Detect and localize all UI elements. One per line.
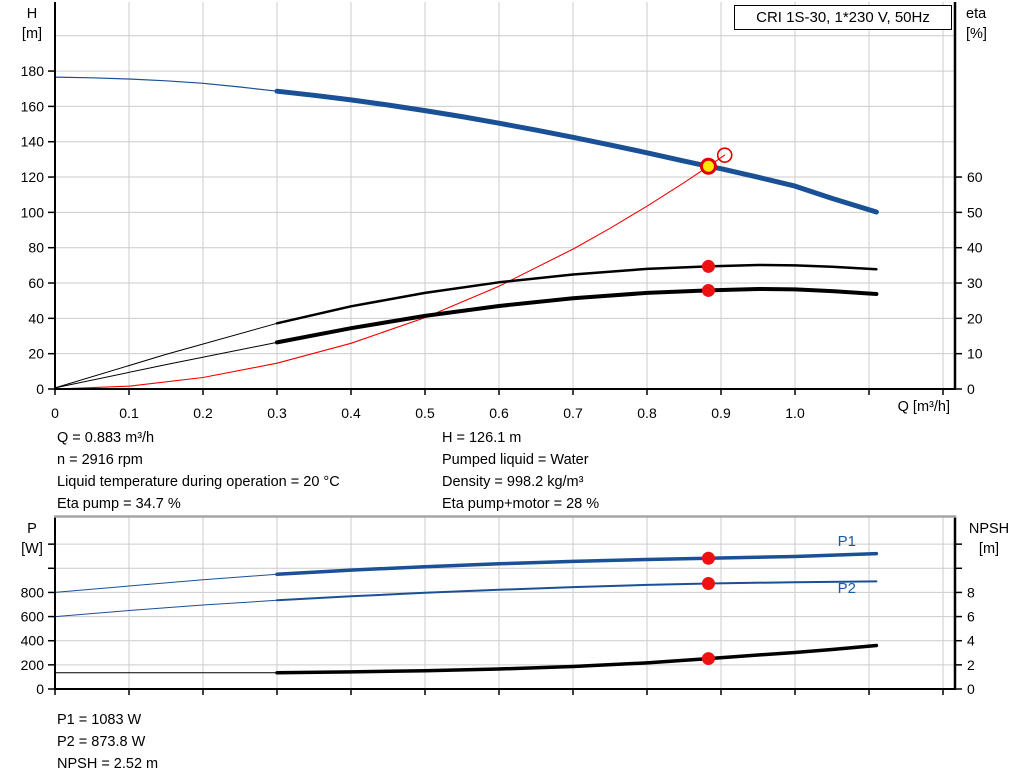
hq-yl-tick-label: 20	[28, 346, 44, 362]
power-yl-tick-label: 200	[21, 657, 45, 673]
hq-x-tick-label: 0.2	[193, 405, 213, 421]
hq-x-tick-label: 0.1	[119, 405, 139, 421]
eta-pump-point	[701, 259, 715, 273]
hq-eta-pump	[54, 322, 278, 389]
power-yr-tick-label: 6	[967, 609, 975, 625]
npsh-axis-label: NPSH [m]	[961, 519, 1017, 559]
p-axis-name: P	[27, 521, 37, 537]
p-axis-unit: [W]	[21, 541, 43, 557]
eta-axis-unit: [%]	[966, 26, 987, 42]
h-axis-name: H	[26, 6, 38, 22]
hq-x-tick-label: 0.8	[637, 405, 657, 421]
info-line-liquid: Pumped liquid = Water	[442, 452, 589, 468]
power-yl-tick-label: 400	[21, 633, 45, 649]
power-yr-tick-label: 2	[967, 657, 975, 673]
power-yl-tick-label: 600	[21, 609, 45, 625]
hq-x-tick-label: 1.0	[785, 405, 805, 421]
hq-yr-tick-label: 10	[967, 346, 983, 362]
power-yl-tick-label: 800	[21, 584, 45, 600]
duty-point[interactable]	[699, 157, 717, 175]
info-line-q: Q = 0.883 m³/h	[57, 430, 155, 446]
power-yr-tick-label: 0	[967, 681, 975, 697]
power-yr-tick-label: 4	[967, 633, 975, 649]
hq-yl-tick-label: 140	[21, 134, 45, 150]
p1-series-label: P1	[838, 533, 856, 550]
p-axis-label: P [W]	[14, 519, 50, 559]
info-line-npsh: NPSH = 2.52 m	[57, 756, 159, 772]
hq-yl-tick-label: 40	[28, 310, 44, 326]
hq-x-tick-label: 0.4	[341, 405, 361, 421]
duty-info-right: H = 126.1 m Pumped liquid = Water Densit…	[442, 427, 599, 515]
power-p1-curve	[275, 551, 879, 577]
info-line-p1: P1 = 1083 W	[57, 712, 142, 728]
hq-yl-tick-label: 100	[21, 204, 45, 220]
q-axis-label: Q [m³/h]	[897, 399, 950, 415]
info-line-eta-pump: Eta pump = 34.7 %	[57, 496, 181, 512]
hq-yr-tick-label: 20	[967, 310, 983, 326]
h-axis-unit: [m]	[21, 26, 43, 42]
eta-pump-motor-point	[701, 283, 715, 297]
hq-system-curve	[54, 154, 726, 390]
info-line-p2: P2 = 873.8 W	[57, 734, 146, 750]
hq-x-tick-label: 0	[51, 405, 59, 421]
npsh-axis-unit: [m]	[978, 541, 1000, 557]
hq-yl-tick-label: 80	[28, 240, 44, 256]
hq-yl-tick-label: 60	[28, 275, 44, 291]
info-line-h: H = 126.1 m	[442, 430, 522, 446]
power-npsh-curve	[275, 643, 879, 675]
hq-yr-tick-label: 0	[967, 381, 975, 397]
hq-yl-tick-label: 160	[21, 98, 45, 114]
hq-yr-tick-label: 30	[967, 275, 983, 291]
hq-yr-tick-label: 40	[967, 240, 983, 256]
hq-yr-tick-label: 60	[967, 169, 983, 185]
hq-h-curve	[274, 88, 879, 215]
eta-axis-label: eta [%]	[966, 4, 1018, 44]
duty-info-left: Q = 0.883 m³/h n = 2916 rpm Liquid tempe…	[57, 427, 340, 515]
hq-yr-tick-label: 50	[967, 204, 983, 220]
hq-eta-pump	[275, 263, 878, 325]
hq-eta-pump-motor	[54, 341, 278, 389]
hq-h-curve	[54, 76, 278, 92]
p2-series-label: P2	[838, 580, 856, 597]
info-line-density: Density = 998.2 kg/m³	[442, 474, 584, 490]
requested-duty-point	[716, 147, 733, 163]
power-yl-tick-label: 0	[36, 681, 44, 697]
hq-yl-tick-label: 0	[36, 381, 44, 397]
npsh-point	[701, 652, 715, 666]
power-p1-curve	[54, 573, 278, 593]
p2-point	[701, 577, 715, 591]
info-line-temperature: Liquid temperature during operation = 20…	[57, 474, 340, 490]
eta-axis-name: eta	[966, 6, 987, 22]
pump-type-box: CRI 1S-30, 1*230 V, 50Hz	[734, 5, 952, 30]
p1-point	[701, 551, 715, 565]
hq-x-tick-label: 0.7	[563, 405, 583, 421]
hq-x-tick-label: 0.9	[711, 405, 731, 421]
power-info: P1 = 1083 W P2 = 873.8 W NPSH = 2.52 m	[57, 709, 158, 775]
npsh-axis-name: NPSH	[968, 521, 1010, 537]
info-line-n: n = 2916 rpm	[57, 452, 143, 468]
hq-x-tick-label: 0.5	[415, 405, 435, 421]
hq-yl-tick-label: 120	[21, 169, 45, 185]
hq-x-tick-label: 0.3	[267, 405, 287, 421]
hq-yl-tick-label: 180	[21, 63, 45, 79]
power-yr-tick-label: 8	[967, 584, 975, 600]
power-p2-curve	[276, 580, 878, 602]
power-p2-curve	[54, 599, 278, 618]
hq-eta-pump-motor	[275, 287, 879, 345]
hq-x-tick-label: 0.6	[489, 405, 509, 421]
info-line-eta-total: Eta pump+motor = 28 %	[442, 496, 600, 512]
h-axis-label: H [m]	[14, 4, 50, 44]
